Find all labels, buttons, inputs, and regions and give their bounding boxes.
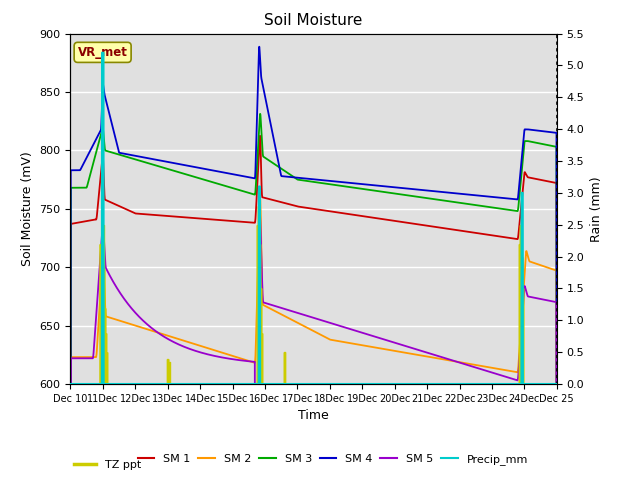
Y-axis label: Rain (mm): Rain (mm) [590, 176, 603, 241]
Text: VR_met: VR_met [77, 46, 127, 59]
Y-axis label: Soil Moisture (mV): Soil Moisture (mV) [21, 151, 34, 266]
Legend: TZ ppt: TZ ppt [70, 456, 146, 474]
Legend: SM 1, SM 2, SM 3, SM 4, SM 5, Precip_mm: SM 1, SM 2, SM 3, SM 4, SM 5, Precip_mm [133, 450, 532, 469]
X-axis label: Time: Time [298, 409, 329, 422]
Title: Soil Moisture: Soil Moisture [264, 13, 363, 28]
